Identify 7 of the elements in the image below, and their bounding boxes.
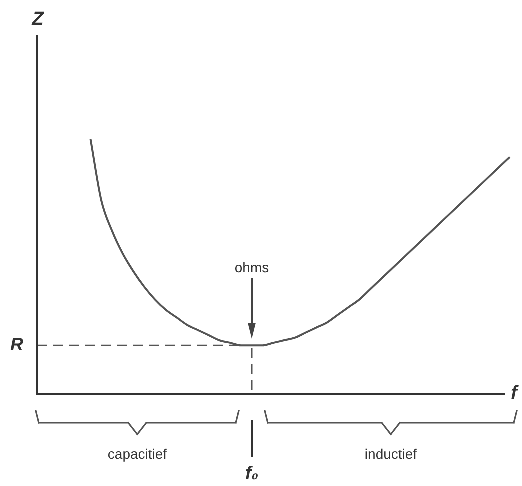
x-axis-title: f	[511, 383, 519, 404]
text: Z	[31, 9, 46, 30]
annotation: ohms	[234, 259, 270, 276]
text: inductief	[364, 446, 418, 462]
ref-line-label: R	[10, 334, 24, 355]
text: capacitief	[108, 446, 168, 462]
text: f₀	[245, 462, 259, 483]
